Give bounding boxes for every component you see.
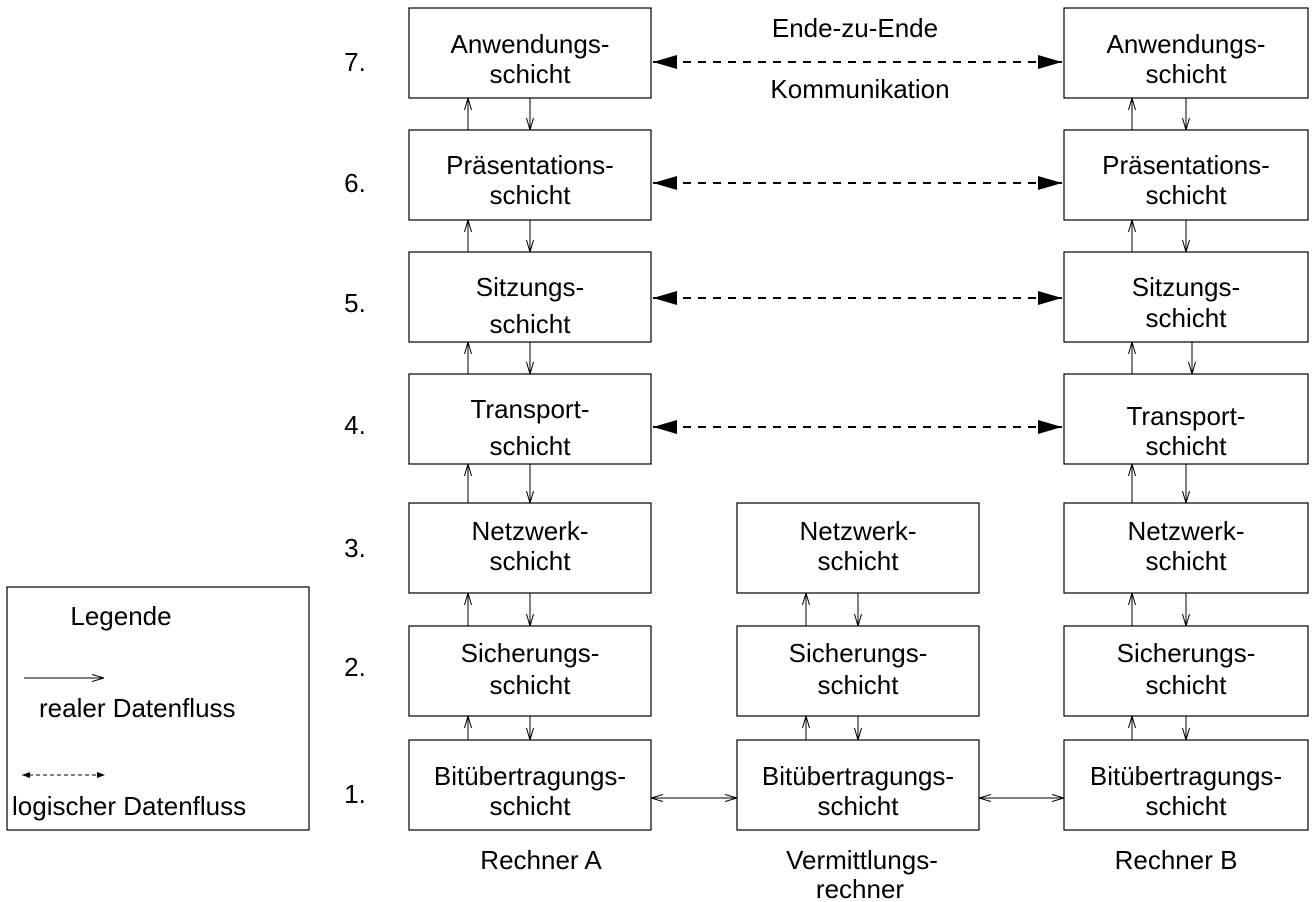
stack-vermittlungsrechner: Netzwerk- schicht Sicherungs- schicht Bi…	[736, 502, 980, 831]
stack-label-rechner-a: Rechner A	[480, 845, 602, 875]
svg-text:Präsentations-: Präsentations-	[446, 150, 614, 180]
legend-logical-flow-label: logischer Datenfluss	[12, 791, 246, 821]
legend: Legende realer Datenfluss logischer Date…	[6, 586, 310, 831]
svg-text:Sicherungs-: Sicherungs-	[1117, 638, 1256, 668]
svg-text:schicht: schicht	[490, 431, 572, 461]
svg-text:schicht: schicht	[1146, 180, 1228, 210]
layer-box-v-2: Sicherungs- schicht	[736, 625, 980, 717]
svg-text:Bitübertragungs-: Bitübertragungs-	[762, 761, 954, 791]
layer-numbers: 7. 6. 5. 4. 3. 2. 1.	[344, 47, 366, 809]
real-flow-arrows-a	[468, 98, 530, 740]
layer-number-5: 5.	[344, 288, 366, 318]
layer-box-b-3: Netzwerk- schicht	[1063, 502, 1309, 594]
svg-text:schicht: schicht	[490, 59, 572, 89]
legend-title: Legende	[70, 601, 171, 631]
svg-text:Sitzungs-: Sitzungs-	[476, 272, 584, 302]
svg-text:schicht: schicht	[1146, 791, 1228, 821]
layer-box-a-6: Präsentations- schicht	[408, 129, 652, 221]
end-to-end-label-line1: Ende-zu-Ende	[772, 13, 938, 43]
stack-label-vermittlungsrechner-line1: Vermittlungs-	[786, 845, 938, 875]
svg-text:Bitübertragungs-: Bitübertragungs-	[434, 761, 626, 791]
layer-box-v-3: Netzwerk- schicht	[736, 502, 980, 594]
svg-text:Anwendungs-: Anwendungs-	[451, 29, 610, 59]
layer-box-a-7: Anwendungs- schicht	[408, 7, 652, 99]
layer-box-b-4: Transport- schicht	[1063, 373, 1309, 465]
svg-text:Netzwerk-: Netzwerk-	[1127, 516, 1244, 546]
layer-box-v-1: Bitübertragungs- schicht	[736, 739, 980, 831]
svg-text:schicht: schicht	[490, 180, 572, 210]
svg-text:schicht: schicht	[1146, 303, 1228, 333]
legend-frame	[6, 586, 310, 831]
layer-box-a-4: Transport- schicht	[408, 373, 652, 465]
layer-number-2: 2.	[344, 652, 366, 682]
svg-text:schicht: schicht	[818, 791, 900, 821]
layer-number-6: 6.	[344, 168, 366, 198]
stack-rechner-b: Anwendungs- schicht Präsentations- schic…	[1063, 7, 1309, 831]
layer-box-b-7: Anwendungs- schicht	[1063, 7, 1309, 99]
layer-box-a-2: Sicherungs- schicht	[408, 625, 652, 717]
svg-text:schicht: schicht	[818, 546, 900, 576]
stack-label-vermittlungsrechner-line2: rechner	[816, 874, 904, 902]
real-flow-arrows-b	[1132, 98, 1192, 740]
end-to-end-label-line2: Kommunikation	[770, 74, 949, 104]
svg-text:schicht: schicht	[818, 670, 900, 700]
layer-number-3: 3.	[344, 533, 366, 563]
stack-label-rechner-b: Rechner B	[1115, 845, 1238, 875]
svg-text:Transport-: Transport-	[471, 394, 590, 424]
layer-box-a-3: Netzwerk- schicht	[408, 502, 652, 594]
logical-flows	[653, 55, 1062, 434]
layer-number-7: 7.	[344, 47, 366, 77]
layer-number-1: 1.	[344, 779, 366, 809]
layer-box-b-6: Präsentations- schicht	[1063, 129, 1309, 221]
layer-number-4: 4.	[344, 410, 366, 440]
svg-text:Netzwerk-: Netzwerk-	[471, 516, 588, 546]
svg-text:Netzwerk-: Netzwerk-	[799, 516, 916, 546]
svg-text:Anwendungs-: Anwendungs-	[1107, 29, 1266, 59]
svg-text:Sicherungs-: Sicherungs-	[789, 638, 928, 668]
svg-text:schicht: schicht	[1146, 546, 1228, 576]
layer-box-a-5: Sitzungs- schicht	[408, 251, 652, 343]
layer-box-b-2: Sicherungs- schicht	[1063, 625, 1309, 717]
svg-text:schicht: schicht	[1146, 59, 1228, 89]
svg-text:schicht: schicht	[1146, 431, 1228, 461]
legend-real-flow-label: realer Datenfluss	[39, 693, 236, 723]
svg-text:schicht: schicht	[1146, 670, 1228, 700]
svg-text:Präsentations-: Präsentations-	[1102, 150, 1270, 180]
layer-box-b-5: Sitzungs- schicht	[1063, 251, 1309, 343]
real-flow-arrows-v	[806, 593, 858, 740]
svg-text:schicht: schicht	[490, 670, 572, 700]
svg-text:schicht: schicht	[490, 791, 572, 821]
svg-text:Sicherungs-: Sicherungs-	[461, 638, 600, 668]
svg-text:Transport-: Transport-	[1127, 401, 1246, 431]
svg-text:Bitübertragungs-: Bitübertragungs-	[1090, 761, 1282, 791]
stack-rechner-a: Anwendungs- schicht Präsentations- schic…	[408, 7, 652, 831]
svg-text:Sitzungs-: Sitzungs-	[1132, 272, 1240, 302]
svg-text:schicht: schicht	[490, 546, 572, 576]
layer-box-a-1: Bitübertragungs- schicht	[408, 739, 652, 831]
layer-box-b-1: Bitübertragungs- schicht	[1063, 739, 1309, 831]
svg-text:schicht: schicht	[490, 309, 572, 339]
